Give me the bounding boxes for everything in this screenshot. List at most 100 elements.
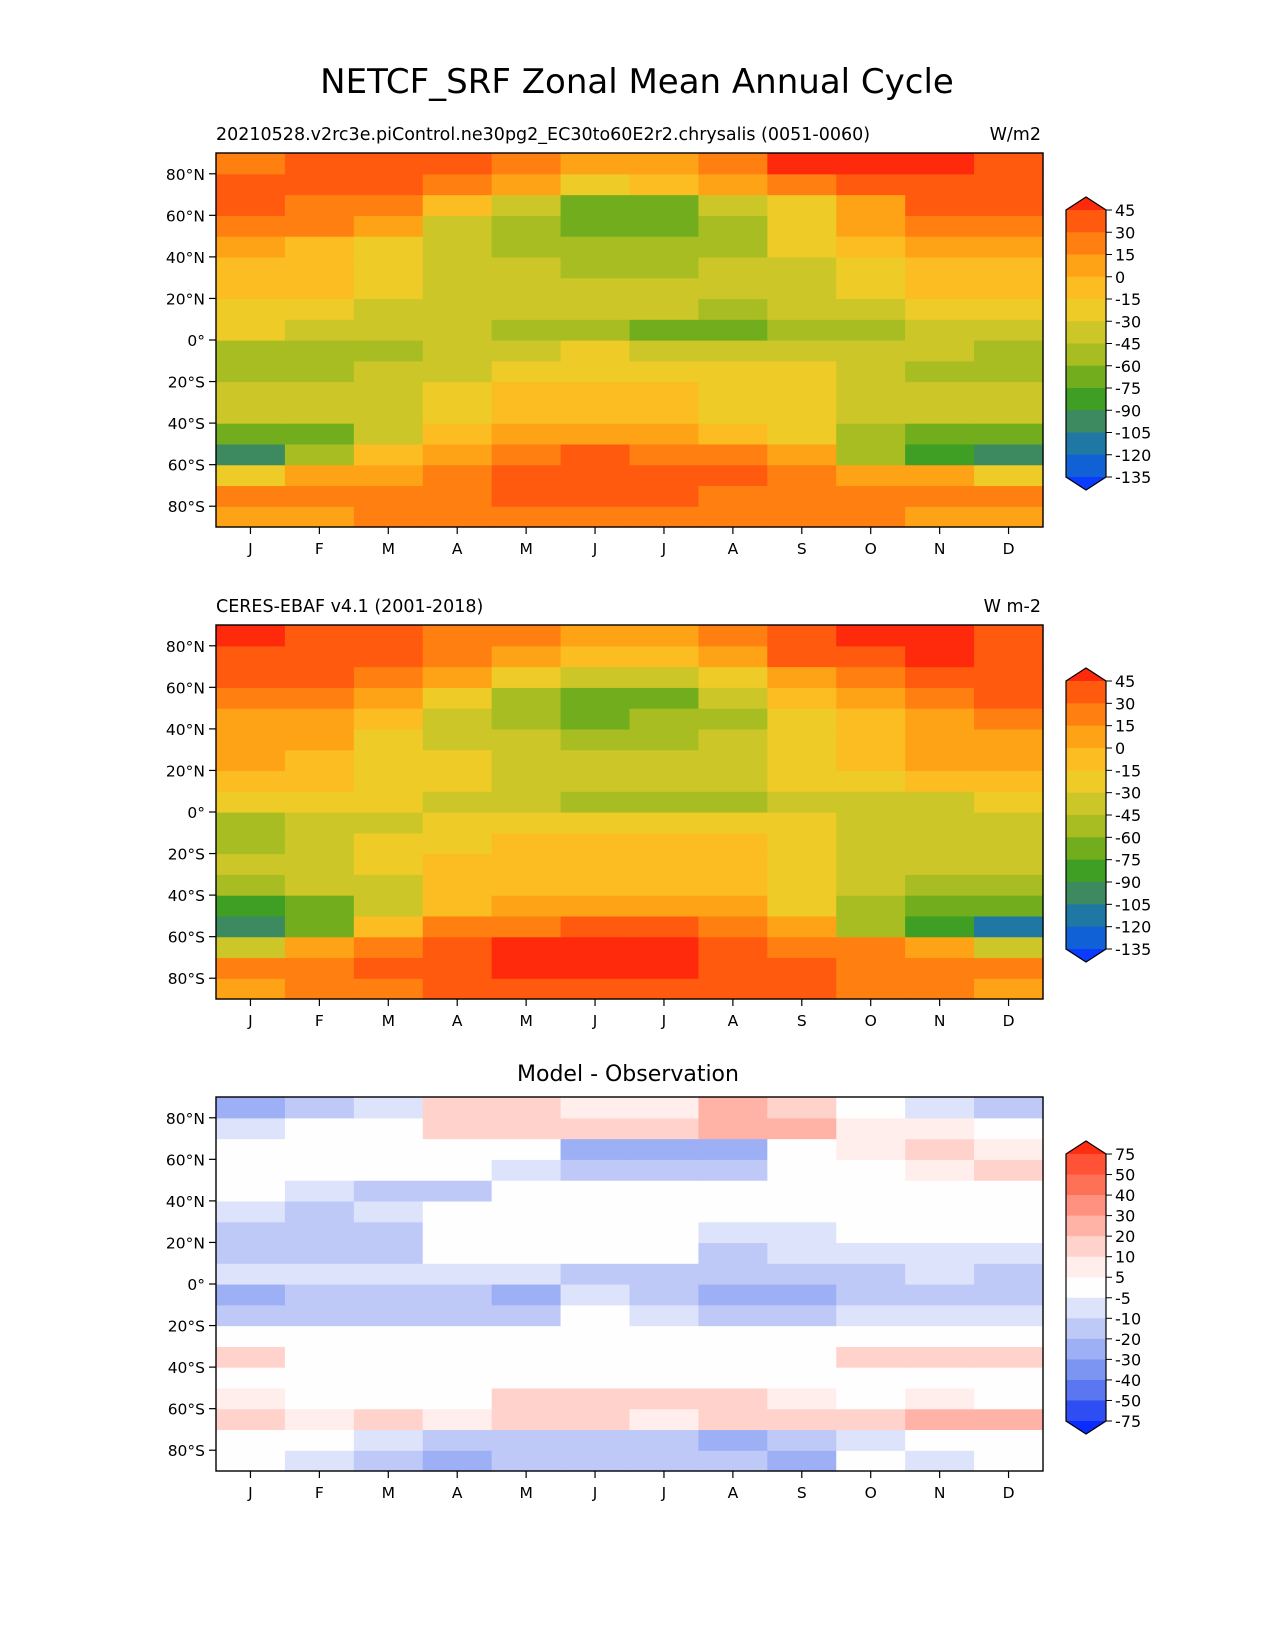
heatmap-cell [905, 506, 975, 528]
heatmap-cell [836, 728, 906, 751]
y-tick-label: 20°S [168, 1318, 205, 1336]
heatmap-cell [767, 1387, 837, 1410]
heatmap-cell [698, 464, 768, 487]
heatmap-cell [836, 645, 906, 668]
colorbar-tick-label: -30 [1115, 312, 1141, 331]
heatmap-cell [353, 298, 424, 320]
heatmap-cell [629, 1429, 700, 1451]
heatmap-cell [698, 812, 768, 834]
heatmap-cell [491, 1117, 562, 1140]
heatmap-cell [491, 485, 562, 507]
heatmap-cell [491, 1304, 562, 1327]
x-tick-label: D [1003, 1012, 1015, 1030]
heatmap-cell [767, 1138, 837, 1160]
colorbar-tick-label: 30 [1115, 1207, 1135, 1226]
heatmap-cell [836, 1159, 906, 1181]
colorbar-bin [1066, 232, 1106, 255]
heatmap-cell [629, 874, 700, 896]
heatmap-cell [629, 687, 700, 709]
heatmap-cell [491, 1242, 562, 1264]
heatmap-cell [284, 625, 355, 647]
heatmap-cell [974, 277, 1044, 300]
y-tick-label: 40°N [166, 249, 205, 267]
heatmap-cell [491, 1346, 562, 1368]
heatmap-cell [629, 153, 700, 175]
heatmap-cell [422, 645, 493, 668]
heatmap-cell [216, 1263, 286, 1285]
heatmap-cell [422, 666, 493, 688]
heatmap-cell [422, 236, 493, 258]
heatmap-cell [905, 153, 975, 175]
colorbar-extend-max [1066, 1141, 1106, 1154]
heatmap-cell [353, 957, 424, 979]
colorbar-tick-label: -60 [1115, 357, 1141, 376]
heatmap-cell [905, 812, 975, 834]
panel-difference-axes: 80°N 60°N 40°N 20°N 0° 20°S 40°S 60°S 80°S J F M A M J… [166, 1096, 1044, 1502]
heatmap-cell [560, 236, 631, 258]
heatmap-cell [216, 1284, 286, 1306]
heatmap-cell [698, 1450, 768, 1472]
heatmap-cell [216, 1097, 286, 1119]
heatmap-cell [974, 957, 1044, 979]
heatmap-cell [491, 1263, 562, 1285]
heatmap-cell [491, 1450, 562, 1472]
heatmap-cell [353, 1429, 424, 1451]
heatmap-cell [836, 666, 906, 688]
heatmap-cell [353, 936, 424, 959]
colorbar-tick-label: 5 [1115, 1268, 1125, 1287]
heatmap-cell [560, 277, 631, 300]
colorbar-bin [1066, 1154, 1106, 1176]
panel-difference-title: Model - Observation [517, 1062, 739, 1087]
heatmap-cell [284, 957, 355, 979]
heatmap-cell [491, 236, 562, 258]
heatmap-cell [560, 936, 631, 959]
heatmap-cell [767, 360, 837, 383]
colorbar-tick-label: -45 [1115, 335, 1141, 354]
heatmap-cell [698, 340, 768, 362]
heatmap-cell [767, 728, 837, 751]
y-tick-label: 60°N [166, 679, 205, 697]
heatmap-cell [836, 340, 906, 362]
heatmap-cell [905, 194, 975, 216]
heatmap-cell [974, 1429, 1044, 1451]
heatmap-cell [353, 319, 424, 341]
x-tick-label: A [728, 1012, 739, 1030]
heatmap-cell [974, 443, 1044, 466]
heatmap-cell [974, 1367, 1044, 1389]
heatmap-cell [698, 1387, 768, 1410]
heatmap-cell [216, 340, 286, 362]
heatmap-cell [836, 277, 906, 300]
x-tick-label: M [382, 540, 395, 558]
heatmap-cell [216, 1180, 286, 1202]
colorbar-bin [1066, 1195, 1106, 1217]
colorbar-bin [1066, 815, 1106, 838]
heatmap-cell [422, 1221, 493, 1244]
heatmap-cell [629, 381, 700, 403]
heatmap-cell [767, 298, 837, 320]
x-tick-label: A [728, 1484, 739, 1502]
heatmap-cell [767, 687, 837, 709]
heatmap-cell [698, 298, 768, 320]
x-tick-label: J [592, 540, 598, 558]
heatmap-cell [353, 1387, 424, 1410]
heatmap-cell [905, 874, 975, 896]
heatmap-cell [698, 1408, 768, 1431]
heatmap-cell [767, 1429, 837, 1451]
heatmap-cell [974, 194, 1044, 216]
heatmap-cell [216, 915, 286, 938]
heatmap-cell [560, 485, 631, 507]
heatmap-cell [698, 1221, 768, 1244]
colorbar-tick-label: 30 [1115, 223, 1135, 242]
y-tick-label: 80°N [166, 1110, 205, 1128]
heatmap-cell [905, 1159, 975, 1181]
heatmap-cell [560, 340, 631, 362]
heatmap-cell [491, 770, 562, 792]
heatmap-cell [560, 1180, 631, 1202]
heatmap-cell [353, 381, 424, 403]
heatmap-cell [353, 832, 424, 855]
heatmap-cell [974, 340, 1044, 362]
heatmap-cell [353, 153, 424, 175]
colorbar-tick-label: -90 [1115, 873, 1141, 892]
x-tick-label: J [247, 540, 253, 558]
heatmap-cell [353, 770, 424, 792]
